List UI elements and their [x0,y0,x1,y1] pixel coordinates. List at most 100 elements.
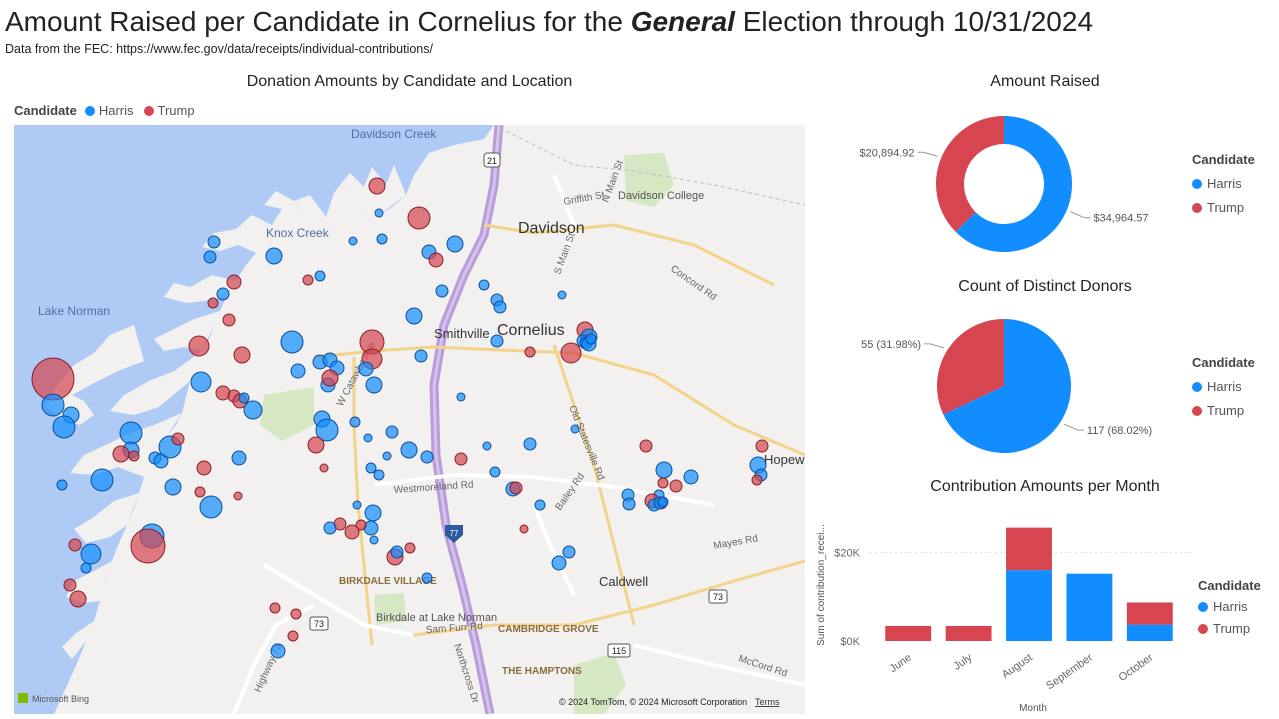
map-legend-trump[interactable]: Trump [157,103,195,118]
trump-donation-bubble[interactable] [639,439,653,453]
harris-donation-bubble[interactable] [421,572,433,584]
harris-donation-bubble[interactable] [207,235,221,249]
harris-donation-bubble[interactable] [315,418,339,442]
monthly-bar-chart[interactable]: Sum of contribution_recei... Month $0K $2… [812,505,1192,717]
trump-donation-bubble[interactable] [69,590,87,608]
harris-donation-bubble[interactable] [478,279,490,291]
harris-donation-bubble[interactable] [570,424,580,434]
trump-donation-bubble[interactable] [226,274,242,290]
trump-donation-bubble[interactable] [307,436,325,454]
harris-donation-bubble[interactable] [358,361,374,377]
harris-donation-bubble[interactable] [557,290,567,300]
amount-raised-legend-harris[interactable]: Harris [1192,176,1255,191]
trump-donation-bubble[interactable] [287,630,299,642]
trump-donation-bubble[interactable] [755,439,769,453]
bar-trump-june[interactable] [885,625,932,641]
harris-donation-bubble[interactable] [482,441,492,451]
harris-donation-bubble[interactable] [562,545,576,559]
harris-donation-bubble[interactable] [314,270,326,282]
trump-donation-bubble[interactable] [669,479,683,493]
harris-donation-bubble[interactable] [420,450,434,464]
trump-donation-bubble[interactable] [194,486,206,498]
harris-donation-bubble[interactable] [119,421,143,445]
trump-donation-bubble[interactable] [290,608,302,620]
harris-donation-bubble[interactable] [280,330,304,354]
trump-donation-bubble[interactable] [519,524,529,534]
harris-donation-bubble[interactable] [456,392,466,402]
harris-donation-bubble[interactable] [290,363,306,379]
harris-donation-bubble[interactable] [216,287,230,301]
harris-donation-bubble[interactable] [490,334,504,348]
trump-donation-bubble[interactable] [355,519,367,531]
harris-donation-bubble[interactable] [585,333,597,345]
harris-donation-bubble[interactable] [352,500,362,510]
harris-donation-bubble[interactable] [400,441,418,459]
trump-donation-bubble[interactable] [233,491,243,501]
trump-donation-bubble[interactable] [751,474,763,486]
bar-trump-august[interactable] [1006,527,1052,571]
trump-donation-bubble[interactable] [509,481,523,495]
harris-donation-bubble[interactable] [551,555,567,571]
harris-donation-bubble[interactable] [52,415,76,439]
trump-donation-bubble[interactable] [188,335,210,357]
harris-donation-bubble[interactable] [323,521,337,535]
trump-donation-bubble[interactable] [233,346,251,364]
monthly-legend-harris[interactable]: Harris [1198,599,1261,614]
harris-donation-bubble[interactable] [270,643,286,659]
bar-trump-july[interactable] [945,625,992,641]
harris-donation-bubble[interactable] [243,400,263,420]
slice-trump[interactable] [936,116,1004,232]
harris-donation-bubble[interactable] [683,469,699,485]
harris-donation-bubble[interactable] [373,469,385,481]
donors-legend-trump[interactable]: Trump [1192,403,1255,418]
harris-donation-bubble[interactable] [414,349,428,363]
trump-donation-bubble[interactable] [207,297,219,309]
harris-donation-bubble[interactable] [365,462,377,474]
harris-donation-bubble[interactable] [385,425,399,439]
trump-donation-bubble[interactable] [128,450,140,462]
trump-donation-bubble[interactable] [321,369,339,387]
harris-donation-bubble[interactable] [523,437,537,451]
slice-trump[interactable] [937,319,1004,415]
harris-donation-bubble[interactable] [365,376,383,394]
harris-donation-bubble[interactable] [190,371,212,393]
harris-donation-bubble[interactable] [238,392,250,404]
trump-donation-bubble[interactable] [560,342,582,364]
harris-donation-bubble[interactable] [199,495,223,519]
trump-donation-bubble[interactable] [269,602,281,614]
harris-donation-bubble[interactable] [364,504,382,522]
harris-donation-bubble[interactable] [534,499,546,511]
trump-donation-bubble[interactable] [454,452,468,466]
harris-donation-bubble[interactable] [390,545,404,559]
harris-donation-bubble[interactable] [493,300,507,314]
donation-map[interactable]: Davidson Creek Knox Creek Lake Norman Da… [14,125,805,714]
trump-donation-bubble[interactable] [302,274,314,286]
trump-donation-bubble[interactable] [524,346,536,358]
amount-raised-donut[interactable]: $34,964.57 $20,894.92 [840,100,1160,270]
harris-donation-bubble[interactable] [348,236,358,246]
harris-donation-bubble[interactable] [622,497,636,511]
amount-raised-legend-trump[interactable]: Trump [1192,200,1255,215]
slice-harris[interactable] [943,319,1071,453]
harris-donation-bubble[interactable] [657,496,669,508]
map-terms-link[interactable]: Terms [755,697,780,707]
trump-donation-bubble[interactable] [63,578,77,592]
trump-donation-bubble[interactable] [344,524,360,540]
harris-donation-bubble[interactable] [363,433,373,443]
harris-donation-bubble[interactable] [435,284,449,298]
trump-donation-bubble[interactable] [222,313,236,327]
donors-pie[interactable]: 117 (68.02%) 55 (31.98%) [840,305,1160,475]
trump-donation-bubble[interactable] [130,528,166,564]
trump-donation-bubble[interactable] [319,463,329,473]
harris-donation-bubble[interactable] [374,208,384,218]
bar-trump-october[interactable] [1126,602,1173,625]
harris-donation-bubble[interactable] [56,479,68,491]
harris-donation-bubble[interactable] [446,235,464,253]
harris-donation-bubble[interactable] [90,468,114,492]
map-legend-harris[interactable]: Harris [98,103,134,118]
harris-donation-bubble[interactable] [376,233,388,245]
bar-harris-august[interactable] [1006,570,1052,641]
harris-donation-bubble[interactable] [164,478,182,496]
trump-donation-bubble[interactable] [196,460,212,476]
harris-donation-bubble[interactable] [203,250,217,264]
